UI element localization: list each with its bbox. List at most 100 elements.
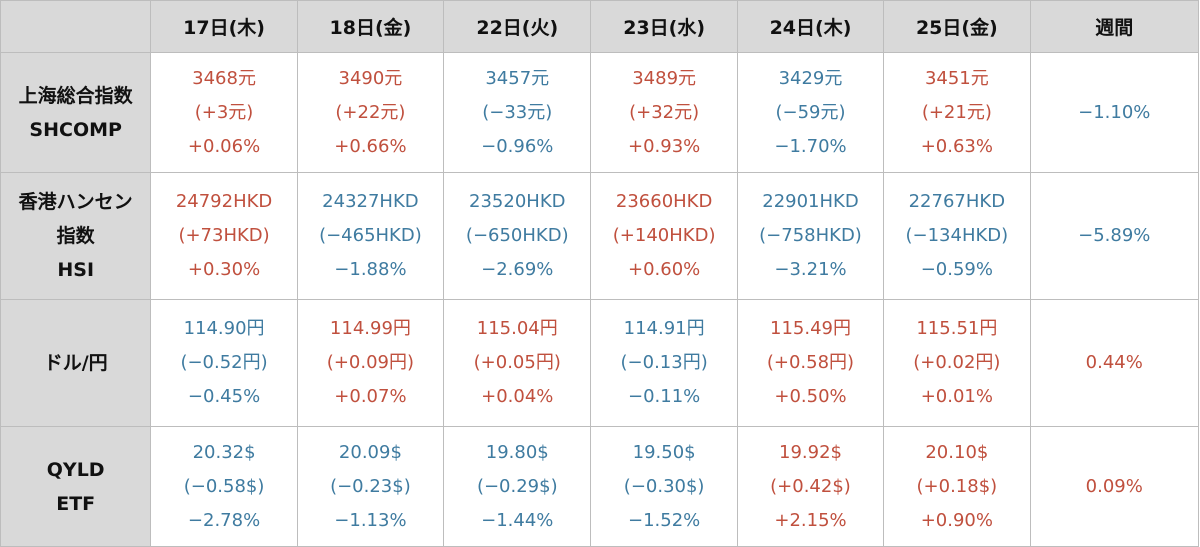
percent-change: −2.69% — [481, 259, 554, 280]
quote-cell: 3457元 (−33元) −0.96% — [443, 52, 592, 173]
change-value: (+0.05円) — [473, 352, 561, 373]
percent-change: −1.13% — [334, 509, 407, 531]
header-day: 23日(水) — [590, 0, 738, 53]
row-label: ドル/円 — [0, 299, 152, 427]
header-day: 24日(木) — [736, 0, 885, 53]
quote-cell: 23660HKD (+140HKD) +0.60% — [590, 172, 738, 300]
row-label-line: 香港ハンセン — [18, 191, 133, 213]
quote-cell: 19.50$ (−0.30$) −1.52% — [590, 426, 738, 547]
change-value: (−0.23$) — [330, 475, 411, 497]
change-value: (−59元) — [775, 101, 846, 123]
quote-cell: 3451元 (+21元) +0.63% — [883, 52, 1031, 173]
price-value: 3451元 — [924, 67, 989, 89]
percent-change: +0.93% — [628, 135, 701, 157]
price-value: 22901HKD — [762, 191, 859, 212]
weekly-change: 0.44% — [1029, 299, 1200, 427]
row-label: 香港ハンセン 指数 HSI — [0, 172, 152, 300]
quote-cell: 114.90円 (−0.52円) −0.45% — [150, 299, 298, 427]
percent-change: +0.90% — [920, 509, 993, 531]
quote-cell: 114.91円 (−0.13円) −0.11% — [590, 299, 738, 427]
header-corner — [0, 0, 152, 53]
quote-cell: 19.92$ (+0.42$) +2.15% — [736, 426, 885, 547]
percent-change: +0.50% — [774, 386, 847, 407]
price-value: 20.10$ — [925, 441, 989, 463]
quote-cell: 20.10$ (+0.18$) +0.90% — [883, 426, 1031, 547]
quote-cell: 3490元 (+22元) +0.66% — [296, 52, 445, 173]
change-value: (−0.13円) — [620, 352, 708, 373]
price-value: 20.32$ — [192, 441, 256, 463]
price-value: 115.49円 — [770, 318, 851, 339]
price-value: 20.09$ — [338, 441, 402, 463]
percent-change: +0.66% — [334, 135, 407, 157]
table-row: ドル/円 114.90円 (−0.52円) −0.45% 114.99円 (+0.09円)… — [0, 299, 1200, 427]
price-value: 114.91円 — [623, 318, 705, 339]
row-label-line: 指数 — [56, 225, 95, 247]
change-value: (+0.18$) — [916, 475, 998, 497]
change-value: (+0.58円) — [766, 352, 855, 373]
price-value: 23520HKD — [469, 191, 566, 212]
quote-cell: 3468元 (+3元) +0.06% — [150, 52, 298, 173]
price-value: 3468元 — [192, 67, 256, 89]
change-value: (−0.29$) — [476, 475, 558, 497]
percent-change: +0.04% — [481, 386, 554, 407]
quote-cell: 115.49円 (+0.58円) +0.50% — [736, 299, 885, 427]
percent-change: +0.63% — [920, 135, 993, 157]
header-day: 22日(火) — [443, 0, 592, 53]
price-value: 3457元 — [485, 67, 550, 89]
row-label-line: QYLD — [46, 458, 105, 481]
percent-change: −0.11% — [628, 386, 701, 407]
percent-change: −0.96% — [481, 135, 554, 157]
change-value: (+21元) — [921, 101, 992, 123]
quote-cell: 114.99円 (+0.09円) +0.07% — [296, 299, 445, 427]
quote-cell: 19.80$ (−0.29$) −1.44% — [443, 426, 592, 547]
quote-cell: 22901HKD (−758HKD) −3.21% — [736, 172, 885, 300]
quote-cell: 115.04円 (+0.05円) +0.04% — [443, 299, 592, 427]
quote-cell: 3429元 (−59元) −1.70% — [736, 52, 885, 173]
price-value: 19.80$ — [485, 441, 549, 463]
change-value: (+3元) — [194, 101, 254, 123]
quote-cell: 23520HKD (−650HKD) −2.69% — [443, 172, 592, 300]
price-value: 114.90円 — [183, 318, 265, 339]
weekly-change: −1.10% — [1029, 52, 1200, 173]
percent-change: +0.07% — [334, 386, 407, 407]
change-value: (−0.52円) — [180, 352, 268, 373]
header-week: 週間 — [1029, 0, 1200, 53]
header-day: 17日(木) — [150, 0, 298, 53]
price-value: 3489元 — [632, 67, 697, 89]
change-value: (−0.30$) — [623, 475, 705, 497]
percent-change: −1.70% — [774, 135, 847, 157]
percent-change: +2.15% — [774, 509, 847, 531]
quote-cell: 24792HKD (+73HKD) +0.30% — [150, 172, 298, 300]
change-value: (+73HKD) — [178, 225, 270, 246]
percent-change: −1.52% — [628, 509, 701, 531]
change-value: (+0.42$) — [770, 475, 851, 497]
row-label-line: 上海総合指数 — [18, 84, 133, 107]
quote-cell: 20.32$ (−0.58$) −2.78% — [150, 426, 298, 547]
quote-cell: 3489元 (+32元) +0.93% — [590, 52, 738, 173]
percent-change: −0.45% — [187, 386, 261, 407]
change-value: (−465HKD) — [319, 225, 422, 246]
header-day: 18日(金) — [296, 0, 445, 53]
row-label: 上海総合指数 SHCOMP — [0, 52, 152, 173]
change-value: (+140HKD) — [612, 225, 716, 246]
price-value: 23660HKD — [615, 191, 713, 212]
change-value: (+0.09円) — [326, 352, 415, 373]
row-label: QYLD ETF — [0, 426, 152, 547]
weekly-change: 0.09% — [1029, 426, 1200, 547]
percent-change: −1.88% — [334, 259, 407, 280]
percent-change: −1.44% — [481, 509, 554, 531]
percent-change: −3.21% — [774, 259, 847, 280]
percent-change: −0.59% — [920, 259, 993, 280]
change-value: (+32元) — [629, 101, 700, 123]
price-value: 24792HKD — [175, 191, 273, 212]
weekly-change: −5.89% — [1029, 172, 1200, 300]
quote-cell: 22767HKD (−134HKD) −0.59% — [883, 172, 1031, 300]
change-value: (−33元) — [482, 101, 553, 123]
row-label-line: ETF — [56, 492, 96, 515]
price-value: 22767HKD — [908, 191, 1006, 212]
quote-cell: 24327HKD (−465HKD) −1.88% — [296, 172, 445, 300]
change-value: (+0.02円) — [913, 352, 1001, 373]
change-value: (−758HKD) — [759, 225, 862, 246]
table-row: QYLD ETF 20.32$ (−0.58$) −2.78% 20.09$ (−0.23$… — [0, 426, 1200, 547]
header-row: 17日(木) 18日(金) 22日(火) 23日(水) 24日(木) 25日(金… — [0, 0, 1200, 53]
